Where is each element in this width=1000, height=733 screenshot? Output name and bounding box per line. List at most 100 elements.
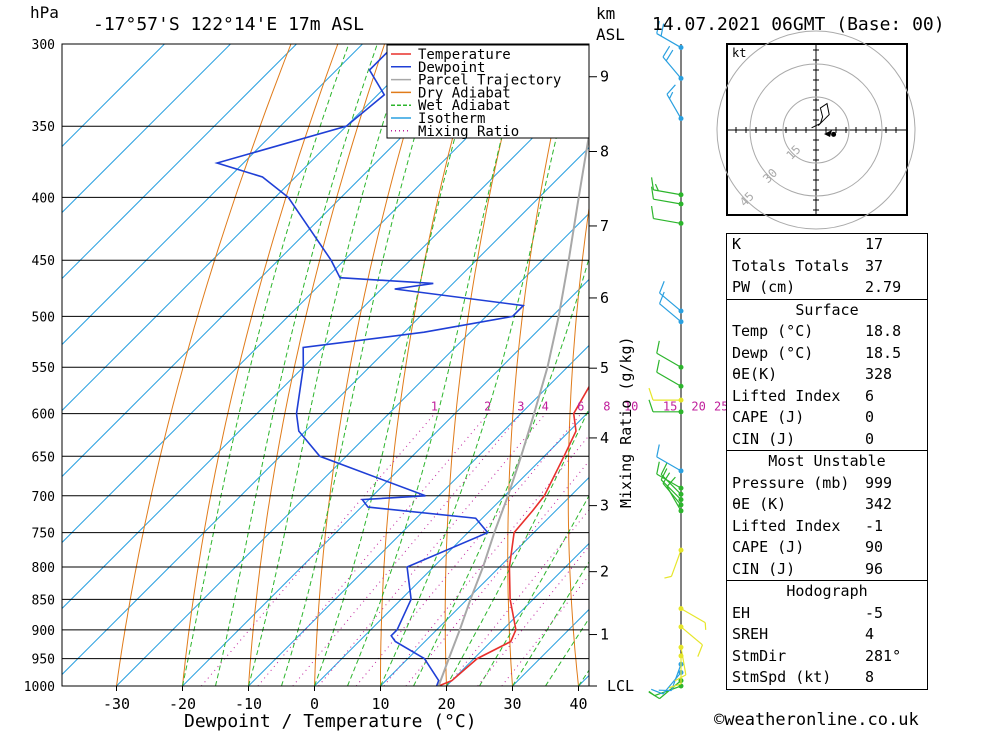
wind-barb-staff	[659, 680, 682, 700]
hpa-unit: hPa	[30, 3, 59, 22]
pressure-tick-label: 550	[32, 361, 55, 376]
legend-box	[386, 44, 590, 139]
hodo-row: StmDir 281°	[732, 646, 902, 665]
isotherm-line	[62, 44, 297, 280]
wind-barb-dot	[678, 547, 684, 553]
indices-table: K 17 Totals Totals 37 PW (cm) 2.79 Surface …	[726, 233, 928, 690]
wind-barb-feather	[668, 91, 674, 99]
isotherm-line	[62, 44, 363, 346]
x-tick-label: 20	[437, 695, 455, 713]
legend-label: Dry Adiabat	[418, 85, 511, 101]
wind-barb	[648, 399, 684, 415]
legend-label: Dewpoint	[418, 60, 485, 76]
wind-barb-staff	[680, 626, 703, 646]
wind-barb-staff	[662, 483, 682, 506]
wind-barb	[674, 644, 687, 682]
mixing-ratio-label: 15	[663, 400, 677, 414]
height-tick-label: 8	[600, 142, 609, 160]
legend-label: Parcel Trajectory	[418, 73, 561, 89]
date-title: 14.07.2021 06GMT (Base: 00)	[652, 14, 945, 35]
isotherm-line	[380, 476, 589, 686]
height-tick-label: 3	[600, 497, 609, 515]
mixing-ratio-line	[383, 434, 589, 686]
surface-row: Temp (°C) 18.8	[732, 322, 902, 340]
wind-barb-feather	[660, 462, 668, 475]
wind-barb-feather	[656, 461, 660, 475]
wind-barb	[660, 462, 684, 497]
wind-barb-feather	[656, 359, 660, 373]
wind-barb-feather	[666, 84, 676, 95]
wind-barb-dot	[678, 485, 684, 491]
pressure-tick-label: 900	[32, 624, 55, 639]
wind-barb-dot	[678, 491, 684, 497]
wind-barb	[656, 359, 684, 389]
dry-adiabat-line	[182, 44, 339, 686]
mixing-ratio-label: 25	[714, 400, 728, 414]
hodograph-table-title: Hodograph	[786, 582, 868, 600]
x-tick-label: -10	[235, 695, 262, 713]
wind-barb-dot	[678, 644, 684, 650]
legend-label: Temperature	[418, 47, 511, 63]
height-tick-label: 7	[600, 217, 609, 235]
x-tick-label: 40	[569, 695, 587, 713]
dewpoint-line	[214, 44, 526, 686]
pressure-tick-label: 650	[32, 450, 55, 465]
surface-row: CAPE (J) 0	[732, 408, 875, 426]
wind-barb-dot	[678, 220, 684, 226]
isotherm-line	[62, 44, 429, 412]
dry-adiabat-line	[380, 44, 479, 686]
mu-row: Lifted Index -1	[732, 516, 884, 535]
mixing-ratio-line	[501, 574, 589, 686]
copyright-text[interactable]: ©weatheronline.co.uk	[714, 710, 919, 730]
wind-barb-feather	[664, 575, 672, 579]
isotherm-line	[116, 212, 589, 686]
wind-barb-feather	[674, 674, 687, 682]
hodograph-unit: kt	[732, 46, 746, 60]
hodograph-ring	[716, 30, 916, 230]
wind-barb-dot	[678, 319, 684, 325]
wind-barb-dot	[678, 75, 684, 81]
dry-adiabat-line	[248, 44, 386, 686]
height-tick-label: 5	[600, 359, 609, 377]
wind-barb-feather	[656, 21, 660, 34]
wind-barb	[678, 606, 707, 630]
wind-barb-feather	[648, 387, 654, 401]
wind-barb-dot	[678, 606, 684, 612]
wind-barb-dot	[678, 502, 684, 508]
wind-barb	[658, 291, 684, 325]
height-tick-label: LCL	[607, 677, 634, 695]
mixing-ratio-label: 10	[624, 400, 638, 414]
wet-adiabat-line	[281, 44, 443, 686]
wind-barb-staff	[656, 371, 682, 387]
wind-barb	[650, 205, 684, 226]
wind-barb-dot	[678, 45, 684, 51]
wind-barb	[656, 21, 684, 51]
pressure-tick-label: 850	[32, 593, 55, 608]
parcel-trajectory-line	[437, 129, 589, 686]
wind-barb	[648, 678, 684, 700]
mixing-ratio-label: 2	[484, 400, 491, 414]
wind-barb	[648, 387, 684, 403]
wind-barb-feather	[662, 472, 671, 484]
isotherm-line	[314, 410, 589, 686]
wind-barb-feather	[656, 444, 660, 457]
mixing-ratio-label: 1	[431, 400, 438, 414]
wind-barb-dot	[678, 308, 684, 314]
dry-adiabat-line	[944, 44, 1000, 686]
height-tick-label: 1	[600, 626, 609, 644]
wind-barb-feather	[697, 644, 704, 657]
x-tick-label: 30	[503, 695, 521, 713]
mixing-ratio-labels: 1 2 3 4 6 8 10 15 20 25	[431, 400, 729, 414]
wind-barb-dot	[678, 624, 684, 630]
hodo-row: EH -5	[732, 603, 884, 622]
wind-barb-staff	[660, 474, 682, 495]
pressure-tick-label: 400	[32, 191, 55, 206]
wind-barb	[656, 340, 684, 370]
mixing-ratio-label: 3	[517, 400, 524, 414]
dry-adiabat-line	[684, 44, 712, 686]
wind-barb-feather	[658, 291, 665, 304]
isotherm-line	[62, 146, 589, 676]
wind-barb-feather	[656, 340, 660, 354]
